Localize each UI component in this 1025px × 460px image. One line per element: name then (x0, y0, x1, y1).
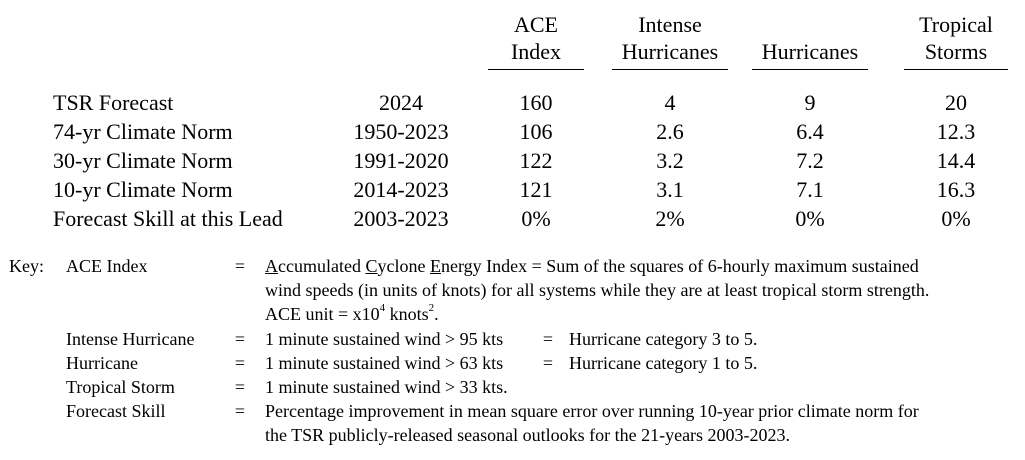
key-equals: = (234, 329, 246, 349)
key-def-ace-line2: wind speeds (in units of knots) for all … (265, 280, 930, 300)
row-storms: 16.3 (936, 177, 976, 202)
key-def-intense: 1 minute sustained wind > 95 kts (265, 329, 504, 349)
header-ace-line2: Index (510, 39, 562, 64)
row-intense: 3.1 (656, 177, 684, 202)
row-ace: 121 (519, 177, 553, 202)
row-period: 2024 (379, 90, 423, 115)
row-ace: 122 (519, 148, 553, 173)
header-hurricanes: Hurricanes (752, 11, 868, 65)
key-def-storm: 1 minute sustained wind > 33 kts. (265, 377, 508, 397)
key-cat-hurricane: Hurricane category 1 to 5. (569, 353, 758, 373)
header-ace-rule (488, 69, 584, 70)
row-label: 74-yr Climate Norm (53, 119, 233, 144)
key-equals: = (234, 353, 246, 373)
key-def-ace-line1: Accumulated Cyclone Energy Index = Sum o… (265, 256, 919, 276)
key-term-hurricane: Hurricane (66, 353, 138, 373)
header-intense-hurricanes: Intense Hurricanes (612, 11, 728, 65)
row-ace: 106 (519, 119, 553, 144)
row-hurricanes: 7.1 (796, 177, 824, 202)
row-hurricanes: 9 (804, 90, 816, 115)
row-storms: 12.3 (936, 119, 976, 144)
header-tropical-storms: Tropical Storms (904, 11, 1008, 65)
key-equals: = (234, 256, 246, 276)
row-intense: 3.2 (656, 148, 684, 173)
row-storms: 20 (945, 90, 967, 115)
row-label: TSR Forecast (53, 90, 174, 115)
row-label: 30-yr Climate Norm (53, 148, 233, 173)
row-period: 2003-2023 (353, 206, 449, 231)
key-def-hurricane: 1 minute sustained wind > 63 kts (265, 353, 504, 373)
header-hurricanes-line1 (752, 11, 868, 38)
key-term-ace: ACE Index (66, 256, 148, 276)
header-storms-line2: Storms (924, 39, 988, 64)
header-ace-line1: ACE (514, 12, 558, 37)
key-cat-intense: Hurricane category 3 to 5. (569, 329, 758, 349)
row-storms: 0% (941, 206, 971, 231)
row-intense: 2.6 (656, 119, 684, 144)
row-intense: 2% (655, 206, 685, 231)
header-hurricanes-rule (752, 69, 868, 70)
key-term-storm: Tropical Storm (66, 377, 175, 397)
key-def-skill-line2: the TSR publicly-released seasonal outlo… (265, 425, 791, 445)
row-period: 1991-2020 (353, 148, 449, 173)
row-label: 10-yr Climate Norm (53, 177, 233, 202)
row-hurricanes: 0% (795, 206, 825, 231)
key-def-skill-line1: Percentage improvement in mean square er… (265, 401, 919, 421)
row-storms: 14.4 (936, 148, 976, 173)
header-intense-line2: Hurricanes (621, 39, 719, 64)
row-intense: 4 (664, 90, 676, 115)
header-hurricanes-line2: Hurricanes (761, 39, 859, 64)
header-storms-line1: Tropical (919, 12, 993, 37)
key-equals: = (234, 377, 246, 397)
row-ace: 160 (519, 90, 553, 115)
header-intense-rule (612, 69, 728, 70)
key-equals: = (234, 401, 246, 421)
acronym-e: E (429, 256, 441, 276)
key-def-ace-unit: ACE unit = x104 knots2. (265, 302, 439, 325)
header-storms-rule (904, 69, 1008, 70)
header-ace: ACE Index (488, 11, 584, 65)
key-equals: = (542, 329, 554, 349)
key-prefix: Key: (9, 256, 44, 276)
key-term-skill: Forecast Skill (66, 401, 166, 421)
row-hurricanes: 7.2 (796, 148, 824, 173)
row-label: Forecast Skill at this Lead (53, 206, 283, 231)
row-hurricanes: 6.4 (796, 119, 824, 144)
acronym-c: C (365, 256, 378, 276)
key-term-intense: Intense Hurricane (66, 329, 195, 349)
row-period: 2014-2023 (353, 177, 449, 202)
key-equals: = (542, 353, 554, 373)
row-ace: 0% (521, 206, 551, 231)
row-period: 1950-2023 (353, 119, 449, 144)
acronym-a: A (265, 256, 278, 276)
header-intense-line1: Intense (638, 12, 702, 37)
